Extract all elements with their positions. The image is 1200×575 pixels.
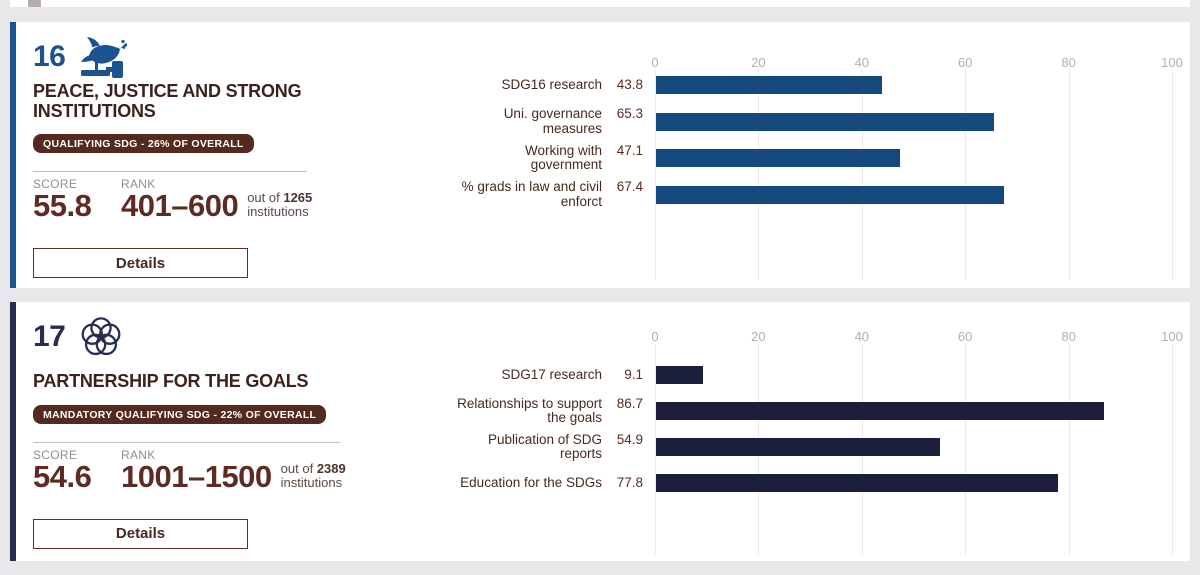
divider: [33, 441, 340, 443]
score-rank-stats: SCORE 55.8 RANK 401–600 out of 1265 insti…: [33, 177, 403, 221]
sdg16-title: PEACE, JUSTICE AND STRONG INSTITUTIONS: [33, 81, 302, 121]
score-value: 54.6: [33, 458, 92, 494]
axis-tick-label: 40: [854, 55, 870, 70]
bar-value-label: 43.8: [616, 76, 643, 92]
institution-count: 2389: [316, 460, 346, 476]
bar: [656, 76, 883, 94]
bar-value-label: 9.1: [624, 366, 643, 382]
bar-category-label: Relationships to support the goals: [457, 395, 602, 425]
previous-section-remnant: [10, 0, 1190, 7]
score-value: 55.8: [33, 188, 92, 223]
axis-gridline: [1172, 69, 1173, 280]
dove-on-gavel-icon: [79, 34, 128, 80]
axis-gridline: [1172, 344, 1173, 555]
rank-label: RANK: [121, 447, 156, 462]
axis-gridline: [758, 344, 760, 555]
rank-label: RANK: [121, 177, 156, 191]
axis-tick-label: 80: [1061, 55, 1076, 70]
bar-category-label: Uni. governance measures: [503, 106, 602, 136]
bar: [656, 474, 1059, 492]
bar-category-label: SDG16 research: [501, 76, 602, 92]
axis-gridline: [1068, 69, 1070, 280]
rank-stat: RANK 1001–1500 out of 2389 institutions: [121, 448, 346, 492]
sdg17-title: PARTNERSHIP FOR THE GOALS: [33, 371, 309, 391]
bar-value-label: 47.1: [616, 142, 643, 158]
axis-gridline: [1068, 344, 1070, 555]
sdg-number: 16: [33, 40, 66, 73]
axis-tick-label: 100: [1161, 55, 1183, 70]
axis-tick-label: 20: [751, 329, 766, 344]
score-stat: SCORE 55.8: [33, 177, 121, 221]
bar-value-label: 86.7: [616, 395, 643, 411]
axis-tick-label: 20: [751, 55, 766, 70]
qualifying-badge: QUALIFYING SDG - 26% OF OVERALL: [33, 134, 254, 153]
axis-tick-label: 60: [957, 329, 973, 344]
score-label: SCORE: [33, 177, 78, 191]
score-stat: SCORE 54.6: [33, 448, 121, 492]
bar-value-label: 77.8: [616, 474, 643, 490]
card-accent-stripe: [10, 302, 16, 561]
bar: [656, 185, 1005, 204]
qualifying-badge: MANDATORY QUALIFYING SDG - 22% OF OVERAL…: [33, 404, 327, 424]
axis-gridline: [861, 69, 863, 280]
bar: [656, 366, 704, 384]
rank-value: 1001–1500: [121, 458, 272, 494]
out-of-text: out of 1265 institutions: [247, 190, 313, 219]
rank-stat: RANK 401–600 out of 1265 institutions: [121, 177, 312, 221]
axis-tick-label: 40: [854, 329, 870, 344]
bar-value-label: 67.4: [616, 179, 643, 195]
axis-tick-label: 0: [651, 329, 659, 344]
sdg17-card: 17 PARTNERSHIP FOR THE GOALS MANDATORY Q…: [10, 302, 1190, 561]
sdg17-info-panel: 17 PARTNERSHIP FOR THE GOALS MANDATORY Q…: [33, 302, 403, 549]
bar-category-label: SDG17 research: [501, 366, 602, 382]
details-button[interactable]: Details: [33, 248, 248, 278]
bar-category-label: Education for the SDGs: [460, 474, 602, 490]
sdg16-card: 16 PEACE, JUSTICE AND STRONG INSTITUTI: [10, 22, 1190, 288]
axis-gridline: [965, 69, 967, 280]
bar-value-label: 54.9: [616, 431, 643, 447]
details-button[interactable]: Details: [33, 518, 248, 549]
rank-row: 401–600 out of 1265 institutions: [121, 188, 313, 223]
institution-count: 1265: [283, 190, 313, 205]
bar-value-label: 65.3: [616, 106, 643, 122]
score-rank-stats: SCORE 54.6 RANK 1001–1500 out of 2389 ins…: [33, 448, 403, 492]
rank-value: 401–600: [121, 188, 239, 223]
bar: [656, 112, 994, 131]
axis-gridline: [758, 69, 760, 280]
axis-gridline: [655, 69, 656, 280]
bar-category-label: Publication of SDG reports: [487, 431, 602, 461]
bar-category-label: % grads in law and civil enforct: [461, 179, 602, 209]
bar: [656, 402, 1105, 420]
out-of-text: out of 2389 institutions: [280, 460, 346, 490]
card-accent-stripe: [10, 22, 16, 288]
axis-tick-label: 60: [957, 55, 973, 70]
axis-tick-label: 100: [1161, 329, 1183, 344]
score-label: SCORE: [33, 447, 78, 462]
sdg16-info-panel: 16 PEACE, JUSTICE AND STRONG INSTITUTI: [33, 22, 403, 278]
remnant-square: [28, 0, 41, 7]
bar: [656, 438, 940, 456]
sdg16-heading: 16: [33, 34, 403, 80]
bar-category-label: Working with government: [524, 142, 602, 173]
axis-tick-label: 0: [651, 55, 659, 70]
rank-row: 1001–1500 out of 2389 institutions: [121, 458, 346, 494]
axis-gridline: [861, 344, 863, 555]
axis-tick-label: 80: [1061, 329, 1076, 344]
sdg-number: 17: [33, 320, 66, 353]
axis-gridline: [655, 344, 656, 555]
divider: [33, 171, 307, 172]
bar: [656, 149, 900, 168]
axis-gridline: [965, 344, 967, 555]
sdg17-heading: 17: [33, 314, 403, 360]
sdg-wheel-flower-icon: [79, 315, 123, 359]
